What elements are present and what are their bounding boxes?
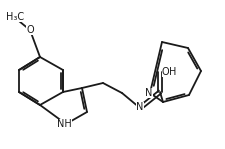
Text: N: N: [136, 102, 144, 112]
Text: N: N: [145, 88, 153, 98]
Text: O: O: [26, 25, 34, 35]
Text: H₃C: H₃C: [6, 12, 24, 22]
Text: NH: NH: [57, 119, 71, 129]
Text: H: H: [169, 67, 176, 77]
Text: O: O: [162, 67, 170, 77]
